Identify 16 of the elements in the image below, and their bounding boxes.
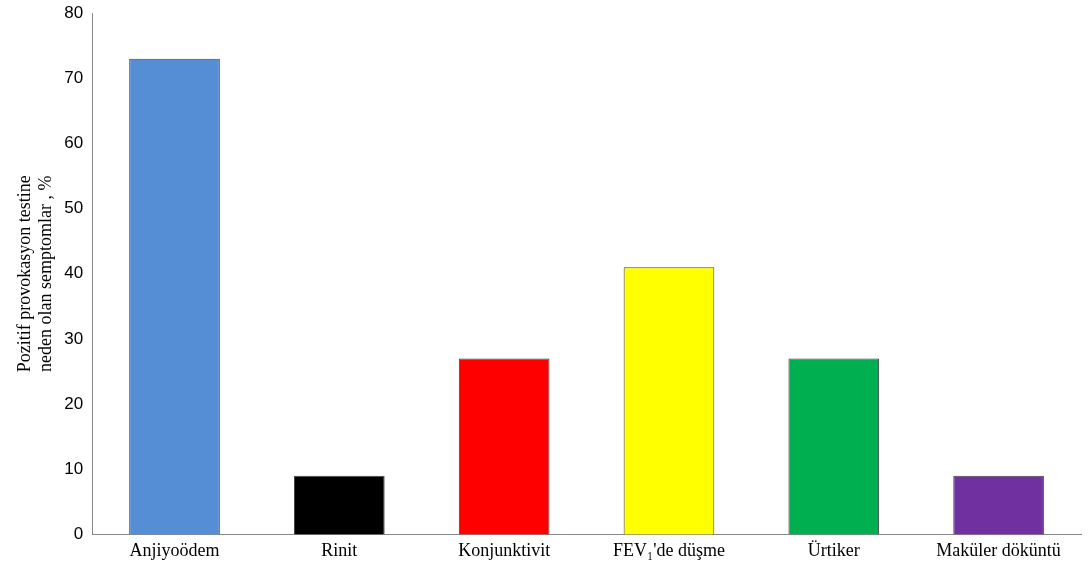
y-tick-label: 80 xyxy=(64,2,84,22)
x-tick-label: Ürtiker xyxy=(807,539,860,560)
y-tick-label: 10 xyxy=(64,458,84,478)
y-tick-label: 0 xyxy=(73,524,84,544)
y-tick-label: 60 xyxy=(64,133,84,153)
x-tick-label: Konjunktivit xyxy=(458,539,551,560)
x-tick-label: Anjiyoödem xyxy=(129,539,220,560)
y-tick-label: 70 xyxy=(64,68,84,88)
y-tick-label: 40 xyxy=(64,263,84,283)
x-tick-label: Rinit xyxy=(321,539,358,560)
x-tick-label: FEV₁'de düşme xyxy=(612,539,725,560)
y-tick-label: 30 xyxy=(64,328,84,348)
y-axis-title: Pozitif provokasyon testine neden olan semptomlar , % xyxy=(13,175,56,373)
y-tick-label: 20 xyxy=(64,393,84,413)
x-tick-label: Maküler döküntü xyxy=(936,539,1061,560)
y-tick-label: 50 xyxy=(64,198,84,218)
